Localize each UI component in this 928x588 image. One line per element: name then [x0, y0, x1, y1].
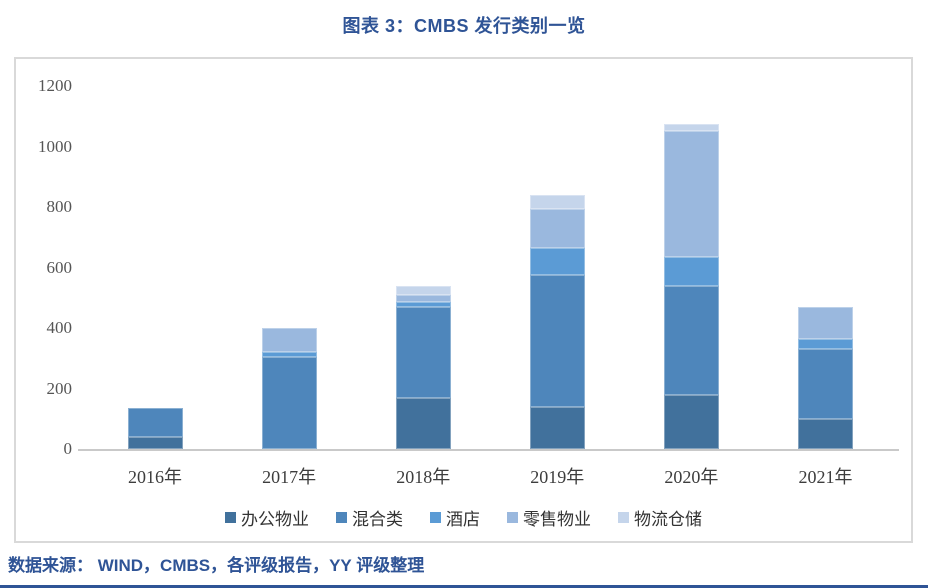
bar-2020年 — [663, 123, 719, 449]
legend-item-办公物业: 办公物业 — [225, 505, 309, 530]
bar-segment-酒店 — [663, 256, 719, 286]
bar-segment-办公物业 — [529, 406, 585, 449]
bar-segment-零售物业 — [395, 294, 451, 303]
figure-title: 图表 3：CMBS 发行类别一览 — [342, 16, 586, 36]
y-axis-tick-label: 1200 — [38, 76, 72, 95]
x-axis-line — [78, 449, 899, 451]
bar-segment-酒店 — [529, 247, 585, 276]
bar-2018年 — [395, 285, 451, 449]
legend-item-零售物业: 零售物业 — [507, 505, 591, 530]
x-axis-label: 2019年 — [530, 467, 585, 487]
bar-segment-混合类 — [798, 349, 853, 419]
bar-segment-酒店 — [261, 352, 317, 357]
bar-segment-混合类 — [395, 306, 451, 398]
y-axis-tick-label: 600 — [46, 257, 73, 277]
bar-segment-酒店 — [798, 338, 853, 350]
bar-segment-物流仓储 — [395, 285, 451, 295]
bar-segment-酒店 — [395, 302, 451, 307]
bottom-rule — [0, 585, 928, 588]
bar-segment-办公物业 — [798, 418, 853, 449]
bar-segment-办公物业 — [663, 394, 719, 449]
y-axis-tick-label: 400 — [46, 318, 73, 337]
x-axis-label: 2021年 — [798, 467, 853, 487]
legend-item-物流仓储: 物流仓储 — [618, 505, 702, 530]
legend-item-混合类: 混合类 — [336, 505, 403, 530]
legend-swatch-icon — [507, 512, 518, 523]
bar-segment-物流仓储 — [529, 194, 585, 209]
bar-segment-混合类 — [663, 285, 719, 395]
legend-item-酒店: 酒店 — [430, 505, 480, 530]
x-axis-label: 2020年 — [664, 467, 719, 487]
legend-label: 办公物业 — [241, 510, 309, 529]
bar-segment-办公物业 — [395, 397, 451, 449]
y-axis-tick-label: 0 — [63, 439, 73, 458]
bar-segment-零售物业 — [261, 328, 317, 353]
legend-label: 酒店 — [446, 510, 480, 529]
source-note: 数据来源： WIND，CMBS，各评级报告，YY 评级整理 — [8, 556, 425, 575]
y-axis-tick-label: 800 — [46, 197, 73, 216]
bar-segment-零售物业 — [663, 131, 719, 257]
legend-swatch-icon — [430, 512, 441, 523]
bar-2016年 — [127, 408, 183, 449]
x-axis-label: 2017年 — [262, 467, 317, 487]
bar-segment-混合类 — [261, 356, 317, 449]
bar-segment-混合类 — [127, 408, 183, 437]
bar-2017年 — [261, 328, 317, 449]
legend-label: 零售物业 — [523, 510, 591, 529]
bar-segment-办公物业 — [127, 436, 183, 449]
legend-label: 物流仓储 — [634, 510, 702, 529]
chart-area: 0 200 400 600 800 1000 1200 2016年 2017年 2018年 201… — [14, 57, 913, 543]
legend-label: 混合类 — [352, 510, 403, 529]
bar-2019年 — [529, 194, 585, 449]
bar-segment-零售物业 — [798, 306, 853, 339]
legend: 办公物业 混合类 酒店 零售物业 物流仓储 — [16, 505, 911, 530]
legend-swatch-icon — [336, 512, 347, 523]
legend-swatch-icon — [618, 512, 629, 523]
x-axis-label: 2016年 — [128, 467, 182, 487]
bar-segment-零售物业 — [529, 208, 585, 248]
y-axis-tick-label: 1000 — [38, 136, 72, 156]
bar-2021年 — [798, 306, 853, 449]
bar-segment-混合类 — [529, 275, 585, 407]
y-axis-tick-label: 200 — [46, 378, 73, 398]
legend-swatch-icon — [225, 512, 236, 523]
x-axis-label: 2018年 — [396, 467, 451, 487]
bar-segment-物流仓储 — [663, 123, 719, 132]
